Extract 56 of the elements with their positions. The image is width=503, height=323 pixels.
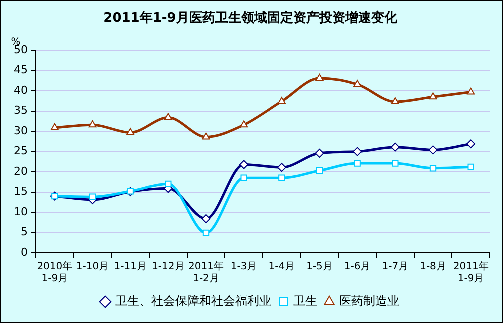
- x-tick-label: 2010年 1-9月: [37, 260, 73, 285]
- chart-title: 2011年1-9月医药卫生领域固定资产投资增速变化: [104, 10, 398, 26]
- point: [315, 148, 324, 158]
- point: [428, 146, 438, 155]
- point: [430, 165, 437, 172]
- point: [354, 160, 361, 167]
- point: [391, 98, 400, 105]
- x-tick-label: 1-6月: [344, 262, 371, 273]
- y-tick-label: 25: [14, 144, 28, 158]
- point: [202, 230, 210, 236]
- point: [316, 74, 324, 82]
- point: [240, 160, 249, 170]
- point: [165, 180, 172, 188]
- x-tick-label: 2011年 1-2月: [188, 260, 224, 285]
- point: [240, 120, 248, 128]
- x-tick-label: 1-10月: [76, 262, 110, 273]
- point: [468, 164, 474, 171]
- point: [392, 160, 399, 167]
- point: [429, 92, 438, 100]
- point: [126, 128, 135, 136]
- point: [466, 140, 476, 149]
- point: [202, 132, 210, 140]
- point: [316, 167, 324, 174]
- point: [277, 163, 286, 172]
- x-tick-label: 1-7月: [382, 262, 409, 273]
- point: [467, 88, 476, 95]
- y-tick-label: 20: [14, 164, 28, 178]
- x-tick-label: 1-3月: [230, 262, 258, 273]
- point: [278, 97, 286, 104]
- y-tick-label: 0: [20, 246, 28, 259]
- x-tick-label: 1-12月: [152, 262, 185, 273]
- y-tick-label: 5: [20, 226, 28, 239]
- point: [354, 80, 362, 88]
- point: [50, 123, 59, 130]
- legend-label: 卫生: [294, 294, 318, 308]
- x-tick-label: 1-5月: [306, 262, 333, 273]
- y-tick-label: 40: [14, 84, 28, 97]
- x-tick-label: 1-4月: [268, 262, 296, 273]
- y-tick-label: 15: [14, 185, 28, 198]
- point: [164, 113, 172, 120]
- legend-label: 医药制造业: [340, 294, 400, 308]
- y-tick-label: 30: [14, 124, 28, 138]
- x-tick-label: 2011年 1-9月: [453, 260, 489, 285]
- x-tick-label: 1-8月: [420, 262, 446, 273]
- point: [353, 147, 362, 156]
- point: [240, 174, 248, 182]
- y-tick-label: 10: [14, 205, 28, 218]
- point: [278, 174, 286, 182]
- point: [202, 214, 211, 224]
- y-tick-label: 35: [14, 104, 28, 118]
- x-tick-label: 1-11月: [114, 262, 147, 273]
- point: [89, 194, 96, 200]
- y-tick-label: 45: [14, 64, 28, 77]
- point: [390, 142, 400, 152]
- point: [88, 120, 97, 128]
- legend-label: 卫生、社会保障和社会福利业: [116, 294, 272, 308]
